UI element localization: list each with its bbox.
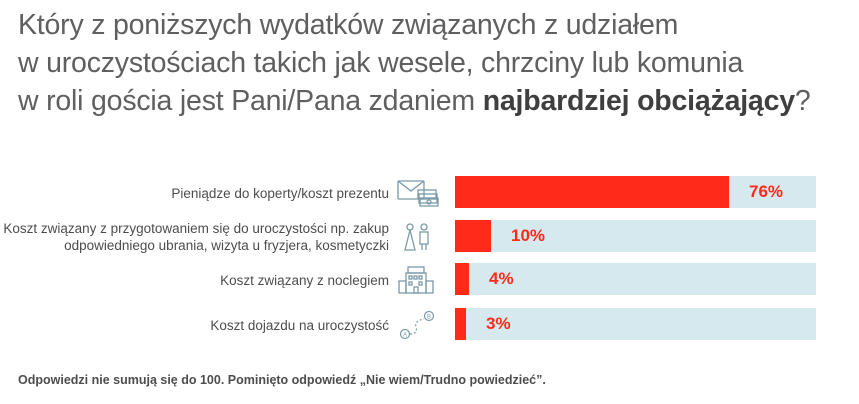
title-line-1: Który z poniższych wydatków związanych z… [18,9,679,41]
svg-text:B: B [427,315,431,321]
bar [455,308,466,340]
data-label: 10% [511,226,546,245]
bar-row: Pieniądze do koperty/koszt prezentu 76% [0,176,859,210]
bar [455,176,729,208]
bar-track: 10% [455,220,816,252]
title-emphasis: najbardziej obciążający [482,85,795,117]
title-line-3-text: w roli gościa jest Pani/Pana zdaniem [18,85,483,117]
chart-title: Który z poniższych wydatków związanych z… [18,6,848,120]
bar-track: 3% [455,308,816,340]
bar-label: Pieniądze do koperty/koszt prezentu [171,185,389,201]
data-label: 76% [749,182,784,201]
bar-label: Koszt dojazdu na uroczystość [210,317,389,333]
svg-text:A: A [403,333,407,339]
bar [455,220,491,252]
bar-track: 76% [455,176,816,208]
title-question-mark: ? [794,85,811,117]
data-label: 4% [489,269,514,288]
bar-label: Koszt związany z noclegiem [220,272,389,288]
bar-track: 4% [455,263,816,295]
bar-row: Koszt dojazdu na uroczystość A B 3% [0,308,859,342]
footnote: Odpowiedzi nie sumują się do 100. Pomini… [18,373,546,387]
bride-groom-icon [404,223,429,251]
title-line-2: w uroczystościach takich jak wesele, chr… [18,47,744,79]
bar-row: Koszt związany z noclegiem 4% [0,263,859,297]
bar-row: Koszt związany z przygotowaniem się do u… [0,220,859,254]
data-label: 3% [486,314,511,333]
bar-label: Koszt związany z przygotowaniem się do u… [3,221,389,253]
envelope-money-icon [397,180,439,207]
title-line-3: w roli gościa jest Pani/Pana zdaniem naj… [18,82,848,120]
hotel-icon [398,266,434,294]
route-icon: A B [399,310,435,340]
bar [455,263,469,295]
